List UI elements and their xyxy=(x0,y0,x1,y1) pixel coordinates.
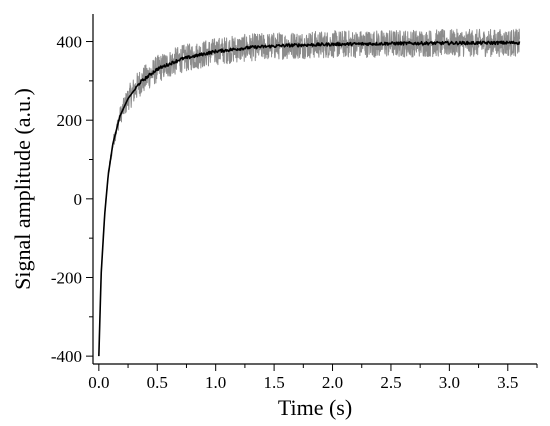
series-line-smoothed xyxy=(98,40,521,357)
x-tick-label: 3.5 xyxy=(497,373,518,392)
y-tick-label: -200 xyxy=(51,268,82,287)
x-tick-label: 0.0 xyxy=(88,373,109,392)
ticks: 0.0 0.5 1.0 1.5 2.0 2.5 3.0 3.5 -400 -200 0 200 400 xyxy=(51,33,538,392)
x-tick-label: 3.0 xyxy=(439,373,460,392)
axes xyxy=(92,14,537,365)
y-tick-label: -400 xyxy=(51,347,82,366)
plot-area xyxy=(98,28,521,357)
y-tick-label: 400 xyxy=(57,33,83,52)
x-tick-label: 2.5 xyxy=(380,373,401,392)
x-tick-label: 1.0 xyxy=(205,373,226,392)
x-tick-label: 0.5 xyxy=(147,373,168,392)
x-axis-title: Time (s) xyxy=(278,395,352,420)
series-line-raw-noisy xyxy=(98,28,520,357)
y-axis-title: Signal amplitude (a.u.) xyxy=(10,88,35,290)
y-tick-label: 0 xyxy=(74,190,83,209)
x-tick-label: 2.0 xyxy=(322,373,343,392)
x-tick-label: 1.5 xyxy=(263,373,284,392)
y-tick-label: 200 xyxy=(57,111,83,130)
